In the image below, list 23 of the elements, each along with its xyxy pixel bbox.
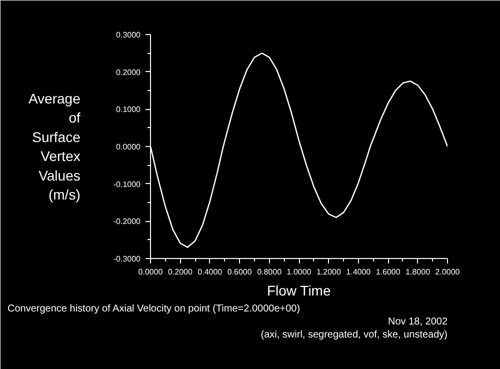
y-tick-label: -0.3000: [113, 254, 142, 264]
x-tick-label: 0.2000: [168, 268, 193, 276]
x-tick-label: 0.6000: [227, 268, 252, 276]
x-tick-label: 0.0000: [138, 268, 164, 276]
y-tick-label: 0.1000: [116, 105, 142, 114]
y-tick-label: -0.2000: [113, 217, 142, 226]
text: Convergence history of Axial Velocity on point (Time=2.0000e+00): [8, 304, 300, 314]
text: (axi, swirl, segregated, vof, ske, unsteady): [260, 330, 448, 340]
y-tick-label: 0.3000: [116, 30, 142, 40]
x-tick-label: 1.2000: [316, 268, 342, 276]
x-tick-label: 1.4000: [346, 268, 372, 276]
x-tick-label: 1.6000: [376, 268, 401, 276]
text: Nov 18, 2002: [388, 316, 448, 328]
x-axis-title: Flow Time: [266, 282, 331, 298]
x-tick-label: 2.0000: [435, 268, 460, 276]
x-tick-label: 1.0000: [286, 268, 312, 276]
x-tick-label: 0.8000: [257, 268, 282, 276]
y-axis-title: Average of Surface Vertex Values (m/s): [28, 90, 81, 202]
y-tick-label: -0.1000: [113, 180, 142, 189]
x-tick-label: 0.4000: [198, 268, 223, 276]
y-tick-label: 0.0000: [116, 142, 142, 152]
y-tick-label: 0.2000: [116, 68, 142, 77]
x-tick-label: 1.8000: [406, 268, 431, 276]
